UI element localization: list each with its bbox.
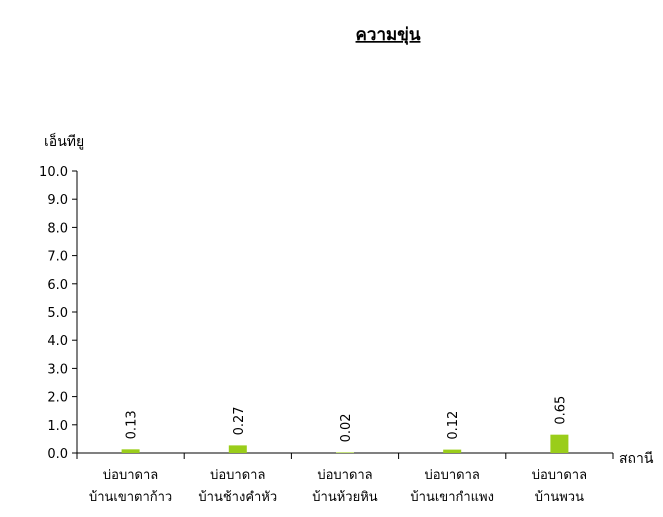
y-tick-label: 6.0 bbox=[47, 278, 68, 293]
bar bbox=[228, 445, 247, 453]
bar bbox=[336, 452, 354, 454]
x-tick-label: บ่อบาดาล bbox=[425, 468, 480, 483]
data-label: 0.65 bbox=[553, 396, 568, 425]
x-tick-label: บ่อบาดาล bbox=[103, 468, 158, 483]
y-tick-label: 10.0 bbox=[39, 165, 68, 180]
data-label: 0.02 bbox=[339, 413, 354, 442]
plot-area: 0.0 1.0 2.0 3.0 4.0 5.0 6.0 7.0 8.0 9.0 10.0 0.13 บ่… bbox=[39, 165, 614, 505]
y-tick-label: 7.0 bbox=[47, 250, 68, 265]
x-tick-label: บ่อบาดาล bbox=[317, 468, 372, 483]
data-label: 0.13 bbox=[125, 410, 140, 439]
x-tick-label: บ่อบาดาล bbox=[532, 468, 587, 483]
x-tick-label: บ้านห้วยหิน bbox=[312, 490, 377, 505]
x-axis-label: สถานี bbox=[619, 451, 654, 467]
data-label: 0.12 bbox=[446, 411, 461, 440]
x-tick-label: บ้านเขากำแพง bbox=[410, 490, 494, 505]
bar bbox=[121, 449, 140, 453]
y-tick-label: 1.0 bbox=[47, 419, 68, 434]
y-tick-label: 5.0 bbox=[47, 306, 68, 321]
data-label: 0.27 bbox=[232, 406, 247, 435]
y-tick-label: 4.0 bbox=[47, 334, 68, 349]
x-tick-label: บ่อบาดาล bbox=[210, 468, 265, 483]
y-tick-label: 9.0 bbox=[47, 193, 68, 208]
x-tick-label: บ้านช้างคำหัว bbox=[198, 490, 277, 505]
y-axis-label: เอ็นทียู bbox=[44, 132, 84, 150]
y-tick-label: 3.0 bbox=[47, 362, 68, 377]
bar bbox=[443, 449, 462, 453]
x-tick-label: บ้านพวน bbox=[535, 490, 584, 505]
y-tick-label: 2.0 bbox=[47, 391, 68, 406]
y-tick-label: 0.0 bbox=[47, 447, 68, 462]
y-tick-label: 8.0 bbox=[47, 221, 68, 236]
bar bbox=[550, 434, 569, 453]
x-tick-label: บ้านเขาตาก้าว bbox=[89, 490, 172, 505]
chart-title: ความขุ่น bbox=[356, 25, 421, 45]
